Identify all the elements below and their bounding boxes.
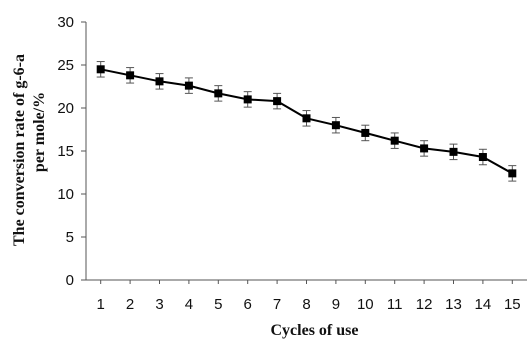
y-tick-label: 30 bbox=[57, 14, 74, 31]
y-axis-label: The conversion rate of g-6-a per mole/% bbox=[11, 54, 48, 246]
data-point bbox=[478, 153, 487, 162]
x-tick-label: 9 bbox=[332, 296, 340, 313]
x-tick-label: 13 bbox=[445, 296, 462, 313]
markers bbox=[96, 65, 517, 178]
x-tick-label: 3 bbox=[155, 296, 163, 313]
data-point bbox=[273, 97, 282, 106]
x-tick-label: 14 bbox=[475, 296, 492, 313]
x-tick-label: 10 bbox=[357, 296, 374, 313]
x-tick-label: 1 bbox=[97, 296, 105, 313]
data-point bbox=[96, 65, 105, 74]
y-tick-label: 10 bbox=[57, 186, 74, 203]
x-axis-label: Cycles of use bbox=[271, 322, 359, 339]
data-point bbox=[420, 144, 429, 153]
x-tick-label: 4 bbox=[185, 296, 193, 313]
y-tick-label: 25 bbox=[57, 57, 74, 74]
y-tick-label: 20 bbox=[57, 100, 74, 117]
y-tick-label: 15 bbox=[57, 143, 74, 160]
data-point bbox=[184, 81, 193, 90]
y-ticks: 0 5 10 15 20 25 30 bbox=[57, 14, 86, 289]
data-point bbox=[390, 136, 399, 145]
x-tick-label: 6 bbox=[244, 296, 252, 313]
y-tick-label: 5 bbox=[66, 229, 74, 246]
data-point bbox=[508, 169, 517, 178]
y-axis-label-line2: per mole/% bbox=[31, 92, 48, 172]
x-tick-label: 11 bbox=[387, 296, 403, 313]
y-tick-label: 0 bbox=[66, 272, 74, 289]
x-tick-label: 8 bbox=[302, 296, 310, 313]
data-point bbox=[302, 114, 311, 123]
x-tick-label: 2 bbox=[126, 296, 134, 313]
data-point bbox=[126, 71, 135, 80]
axes bbox=[85, 22, 527, 281]
x-tick-label: 12 bbox=[416, 296, 433, 313]
x-tick-label: 15 bbox=[504, 296, 521, 313]
data-point bbox=[449, 147, 458, 156]
x-tick-label: 7 bbox=[273, 296, 281, 313]
data-point bbox=[155, 77, 164, 86]
y-axis-label-line1: The conversion rate of g-6-a bbox=[11, 54, 28, 246]
data-point bbox=[214, 89, 223, 98]
x-tick-label: 5 bbox=[214, 296, 222, 313]
x-ticks: 1 2 3 4 5 6 7 8 9 10 11 12 13 14 15 bbox=[97, 280, 521, 313]
data-point bbox=[331, 121, 340, 130]
data-point bbox=[243, 95, 252, 104]
data-point bbox=[361, 128, 370, 137]
